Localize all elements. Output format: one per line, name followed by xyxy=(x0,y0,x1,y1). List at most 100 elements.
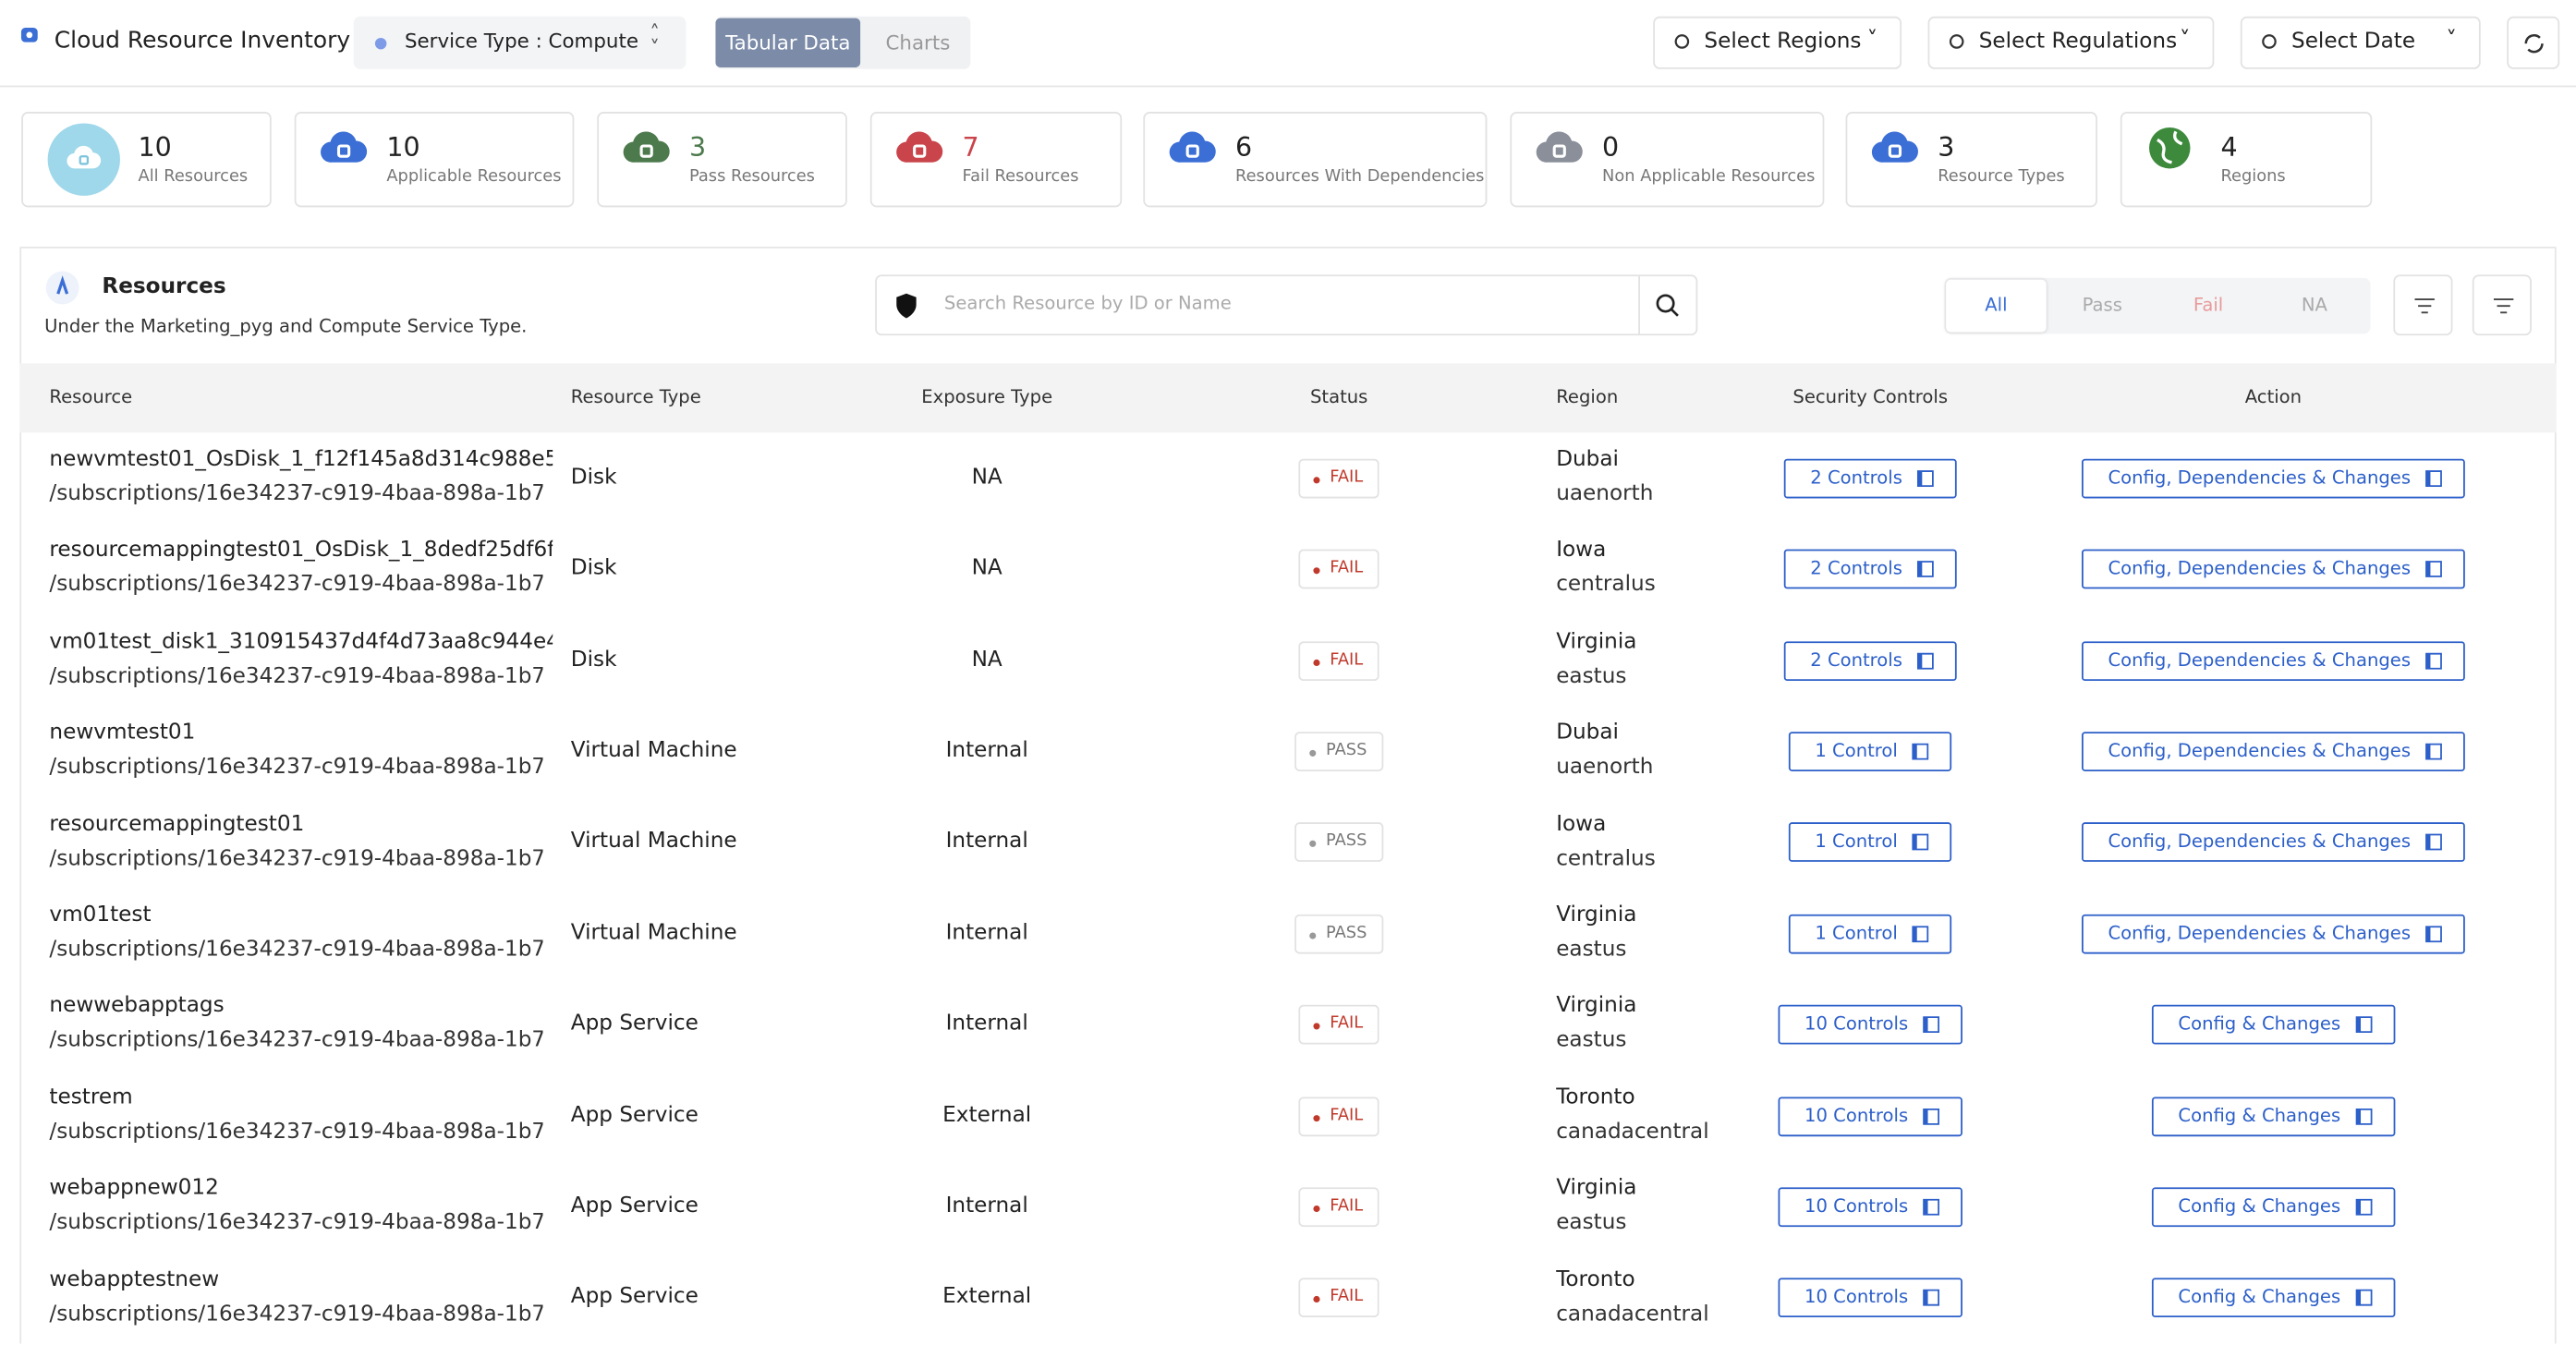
controls-button[interactable]: 10 Controls xyxy=(1779,1097,1962,1136)
exposure-type: Internal xyxy=(946,738,1028,763)
status-pill: FAIL xyxy=(1298,1005,1379,1045)
stat-label: Resource Types xyxy=(1938,168,2064,187)
status-text: PASS xyxy=(1326,924,1367,942)
resource-name: resourcemappingtest01 xyxy=(49,812,553,837)
service-type-select[interactable]: Service Type : Compute ˄ ˅ xyxy=(354,17,687,69)
status-pill: PASS xyxy=(1294,914,1383,953)
region-name: Toronto xyxy=(1556,1267,1634,1292)
panel-icon xyxy=(1913,744,1929,760)
status-dot xyxy=(1313,477,1319,483)
status-tab[interactable]: Fail xyxy=(2158,280,2259,333)
panel-icon xyxy=(2425,561,2442,577)
filter-icon xyxy=(2257,31,2282,56)
controls-button[interactable]: 1 Control xyxy=(1789,914,1952,953)
action-button[interactable]: Config, Dependencies & Changes xyxy=(2082,458,2465,498)
resource-type: Virtual Machine xyxy=(571,920,737,945)
view-tab[interactable]: Charts xyxy=(869,18,967,67)
exposure-type: External xyxy=(942,1285,1031,1310)
controls-button[interactable]: 2 Controls xyxy=(1784,640,1957,680)
exposure-type: Internal xyxy=(946,1194,1028,1218)
status-tab[interactable]: NA xyxy=(2265,280,2365,333)
chevrons: ˄ ˅ xyxy=(650,26,660,55)
exposure-type: Internal xyxy=(946,830,1028,854)
stat-card: 3Pass Resources xyxy=(597,112,847,207)
refresh-icon xyxy=(2520,30,2547,57)
controls-button[interactable]: 2 Controls xyxy=(1784,550,1957,589)
column-header: Action xyxy=(2245,386,2302,407)
region-code: centralus xyxy=(1556,846,1656,871)
stat-icon-svg xyxy=(2145,124,2194,173)
panel-icon xyxy=(1917,470,1934,487)
controls-button[interactable]: 10 Controls xyxy=(1779,1005,1962,1045)
filter-select[interactable]: Select Regulations˅ xyxy=(1928,17,2215,69)
toolbar-button[interactable] xyxy=(2473,274,2532,335)
stat-label: Resources With Dependencies xyxy=(1235,168,1484,187)
controls-button[interactable]: 1 Control xyxy=(1789,823,1952,863)
action-button[interactable]: Config, Dependencies & Changes xyxy=(2082,640,2465,680)
status-dot xyxy=(1313,659,1319,665)
stat-value: 3 xyxy=(689,131,706,163)
status-tab[interactable]: All xyxy=(1946,280,2047,333)
region-name: Virginia xyxy=(1556,903,1636,927)
button-label: 2 Controls xyxy=(1810,648,1902,670)
column-header: Region xyxy=(1556,386,1618,407)
button-label: 1 Control xyxy=(1815,831,1897,853)
resource-name: webappnew012 xyxy=(49,1176,553,1201)
resource-name: testrem xyxy=(49,1085,553,1110)
panel-icon xyxy=(1923,1108,1939,1124)
search-icon xyxy=(1653,291,1683,321)
search-box[interactable]: Search Resource by ID or Name xyxy=(875,274,1697,335)
status-dot xyxy=(1313,1206,1319,1212)
action-button[interactable]: Config, Dependencies & Changes xyxy=(2082,823,2465,863)
stat-label: Regions xyxy=(2220,168,2285,187)
button-label: 2 Controls xyxy=(1810,467,1902,488)
region-code: canadacentral xyxy=(1556,1120,1708,1145)
status-dot xyxy=(1309,932,1316,939)
action-button[interactable]: Config & Changes xyxy=(2152,1005,2395,1045)
button-label: 10 Controls xyxy=(1804,1013,1908,1035)
resource-path: /subscriptions/16e34237-c919-4baa-898a-1… xyxy=(49,482,542,507)
resource-path: /subscriptions/16e34237-c919-4baa-898a-1… xyxy=(49,756,542,781)
action-button[interactable]: Config & Changes xyxy=(2152,1187,2395,1227)
column-header: Exposure Type xyxy=(921,386,1052,407)
controls-button[interactable]: 10 Controls xyxy=(1779,1187,1962,1227)
refresh-button[interactable] xyxy=(2507,17,2559,69)
shield-icon xyxy=(892,291,921,321)
page-title: Cloud Resource Inventory xyxy=(55,28,350,54)
stat-icon xyxy=(2145,124,2194,173)
stat-value: 10 xyxy=(139,131,172,163)
logo xyxy=(18,25,43,50)
status-text: FAIL xyxy=(1330,468,1363,487)
controls-button[interactable]: 1 Control xyxy=(1789,732,1952,771)
search-placeholder: Search Resource by ID or Name xyxy=(944,293,1232,314)
panel-icon xyxy=(2355,1199,2372,1216)
controls-button[interactable]: 10 Controls xyxy=(1779,1278,1962,1318)
action-button[interactable]: Config, Dependencies & Changes xyxy=(2082,550,2465,589)
service-type-label: Service Type : Compute xyxy=(405,30,638,53)
filter-icon-svg xyxy=(2257,31,2282,56)
action-button[interactable]: Config & Changes xyxy=(2152,1278,2395,1318)
controls-button[interactable]: 2 Controls xyxy=(1784,458,1957,498)
region-name: Dubai xyxy=(1556,721,1619,745)
chevron: ˅ xyxy=(2180,28,2191,53)
status-pill: FAIL xyxy=(1298,1187,1379,1227)
stat-value: 7 xyxy=(962,131,978,163)
column-header: Resource Type xyxy=(571,386,701,407)
toolbar-button[interactable] xyxy=(2393,274,2452,335)
panel-icon xyxy=(2355,1108,2372,1124)
stat-label: Applicable Resources xyxy=(386,168,561,187)
stat-icon-svg xyxy=(622,124,671,173)
action-button[interactable]: Config, Dependencies & Changes xyxy=(2082,914,2465,953)
button-label: 10 Controls xyxy=(1804,1195,1908,1217)
resource-type: Disk xyxy=(571,556,617,581)
status-tab[interactable]: Pass xyxy=(2052,280,2153,333)
action-button[interactable]: Config, Dependencies & Changes xyxy=(2082,732,2465,771)
filter-select[interactable]: Select Date˅ xyxy=(2241,17,2481,69)
button-label: 2 Controls xyxy=(1810,558,1902,579)
stat-icon xyxy=(622,124,671,173)
view-tab[interactable]: Tabular Data xyxy=(715,18,860,67)
panel-icon xyxy=(2425,834,2442,851)
filter-select[interactable]: Select Regions˅ xyxy=(1653,17,1902,69)
action-button[interactable]: Config & Changes xyxy=(2152,1097,2395,1136)
region-name: Toronto xyxy=(1556,1085,1634,1110)
